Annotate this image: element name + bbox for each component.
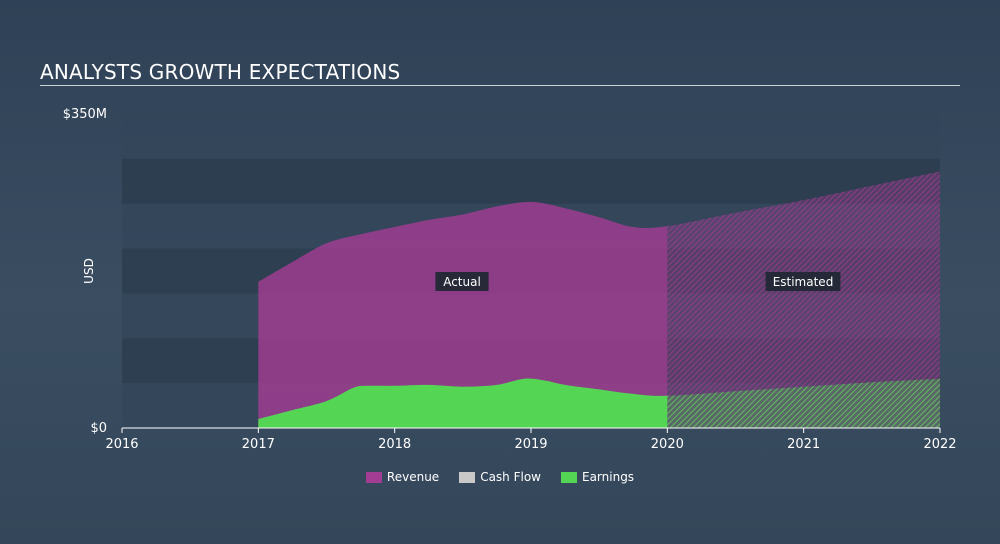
x-tick-label: 2016 <box>105 437 138 452</box>
legend-item-revenue[interactable]: Revenue <box>365 470 440 484</box>
x-tick-label: 2021 <box>787 437 820 452</box>
revenue-area-actual <box>258 201 668 428</box>
grid-band <box>122 158 940 204</box>
legend-label-revenue: Revenue <box>386 470 440 484</box>
legend-swatch-revenue <box>365 471 382 483</box>
x-tick-label: 2022 <box>923 437 956 452</box>
legend-label-cash-flow: Cash Flow <box>480 470 541 484</box>
x-tick-label: 2019 <box>514 437 547 452</box>
y-tick-label-max: $350M <box>63 107 107 122</box>
title-divider <box>40 85 960 86</box>
revenue-area-estimated <box>667 171 940 428</box>
legend-label-earnings: Earnings <box>581 470 635 484</box>
legend-item-cash-flow[interactable]: Cash Flow <box>459 470 541 484</box>
earnings-area-estimated <box>667 378 940 428</box>
actual-region-label: Actual <box>443 275 481 289</box>
x-tick-label: 2020 <box>651 437 684 452</box>
x-tick-label: 2018 <box>378 437 411 452</box>
y-axis-title: USD <box>82 258 96 284</box>
actual-region-label-bg <box>435 272 489 291</box>
earnings-area-actual <box>258 378 668 428</box>
grid-band <box>122 114 940 159</box>
estimated-region-label: Estimated <box>773 275 834 289</box>
legend-item-earnings[interactable]: Earnings <box>560 470 635 484</box>
legend-swatch-earnings <box>560 471 577 483</box>
legend-swatch-cash-flow <box>459 471 476 483</box>
legend: Revenue Cash Flow Earnings <box>0 470 1000 484</box>
x-tick-label: 2017 <box>242 437 275 452</box>
chart-title: ANALYSTS GROWTH EXPECTATIONS <box>40 60 401 84</box>
y-tick-label-min: $0 <box>90 421 107 436</box>
estimated-region-label-bg <box>765 272 841 291</box>
